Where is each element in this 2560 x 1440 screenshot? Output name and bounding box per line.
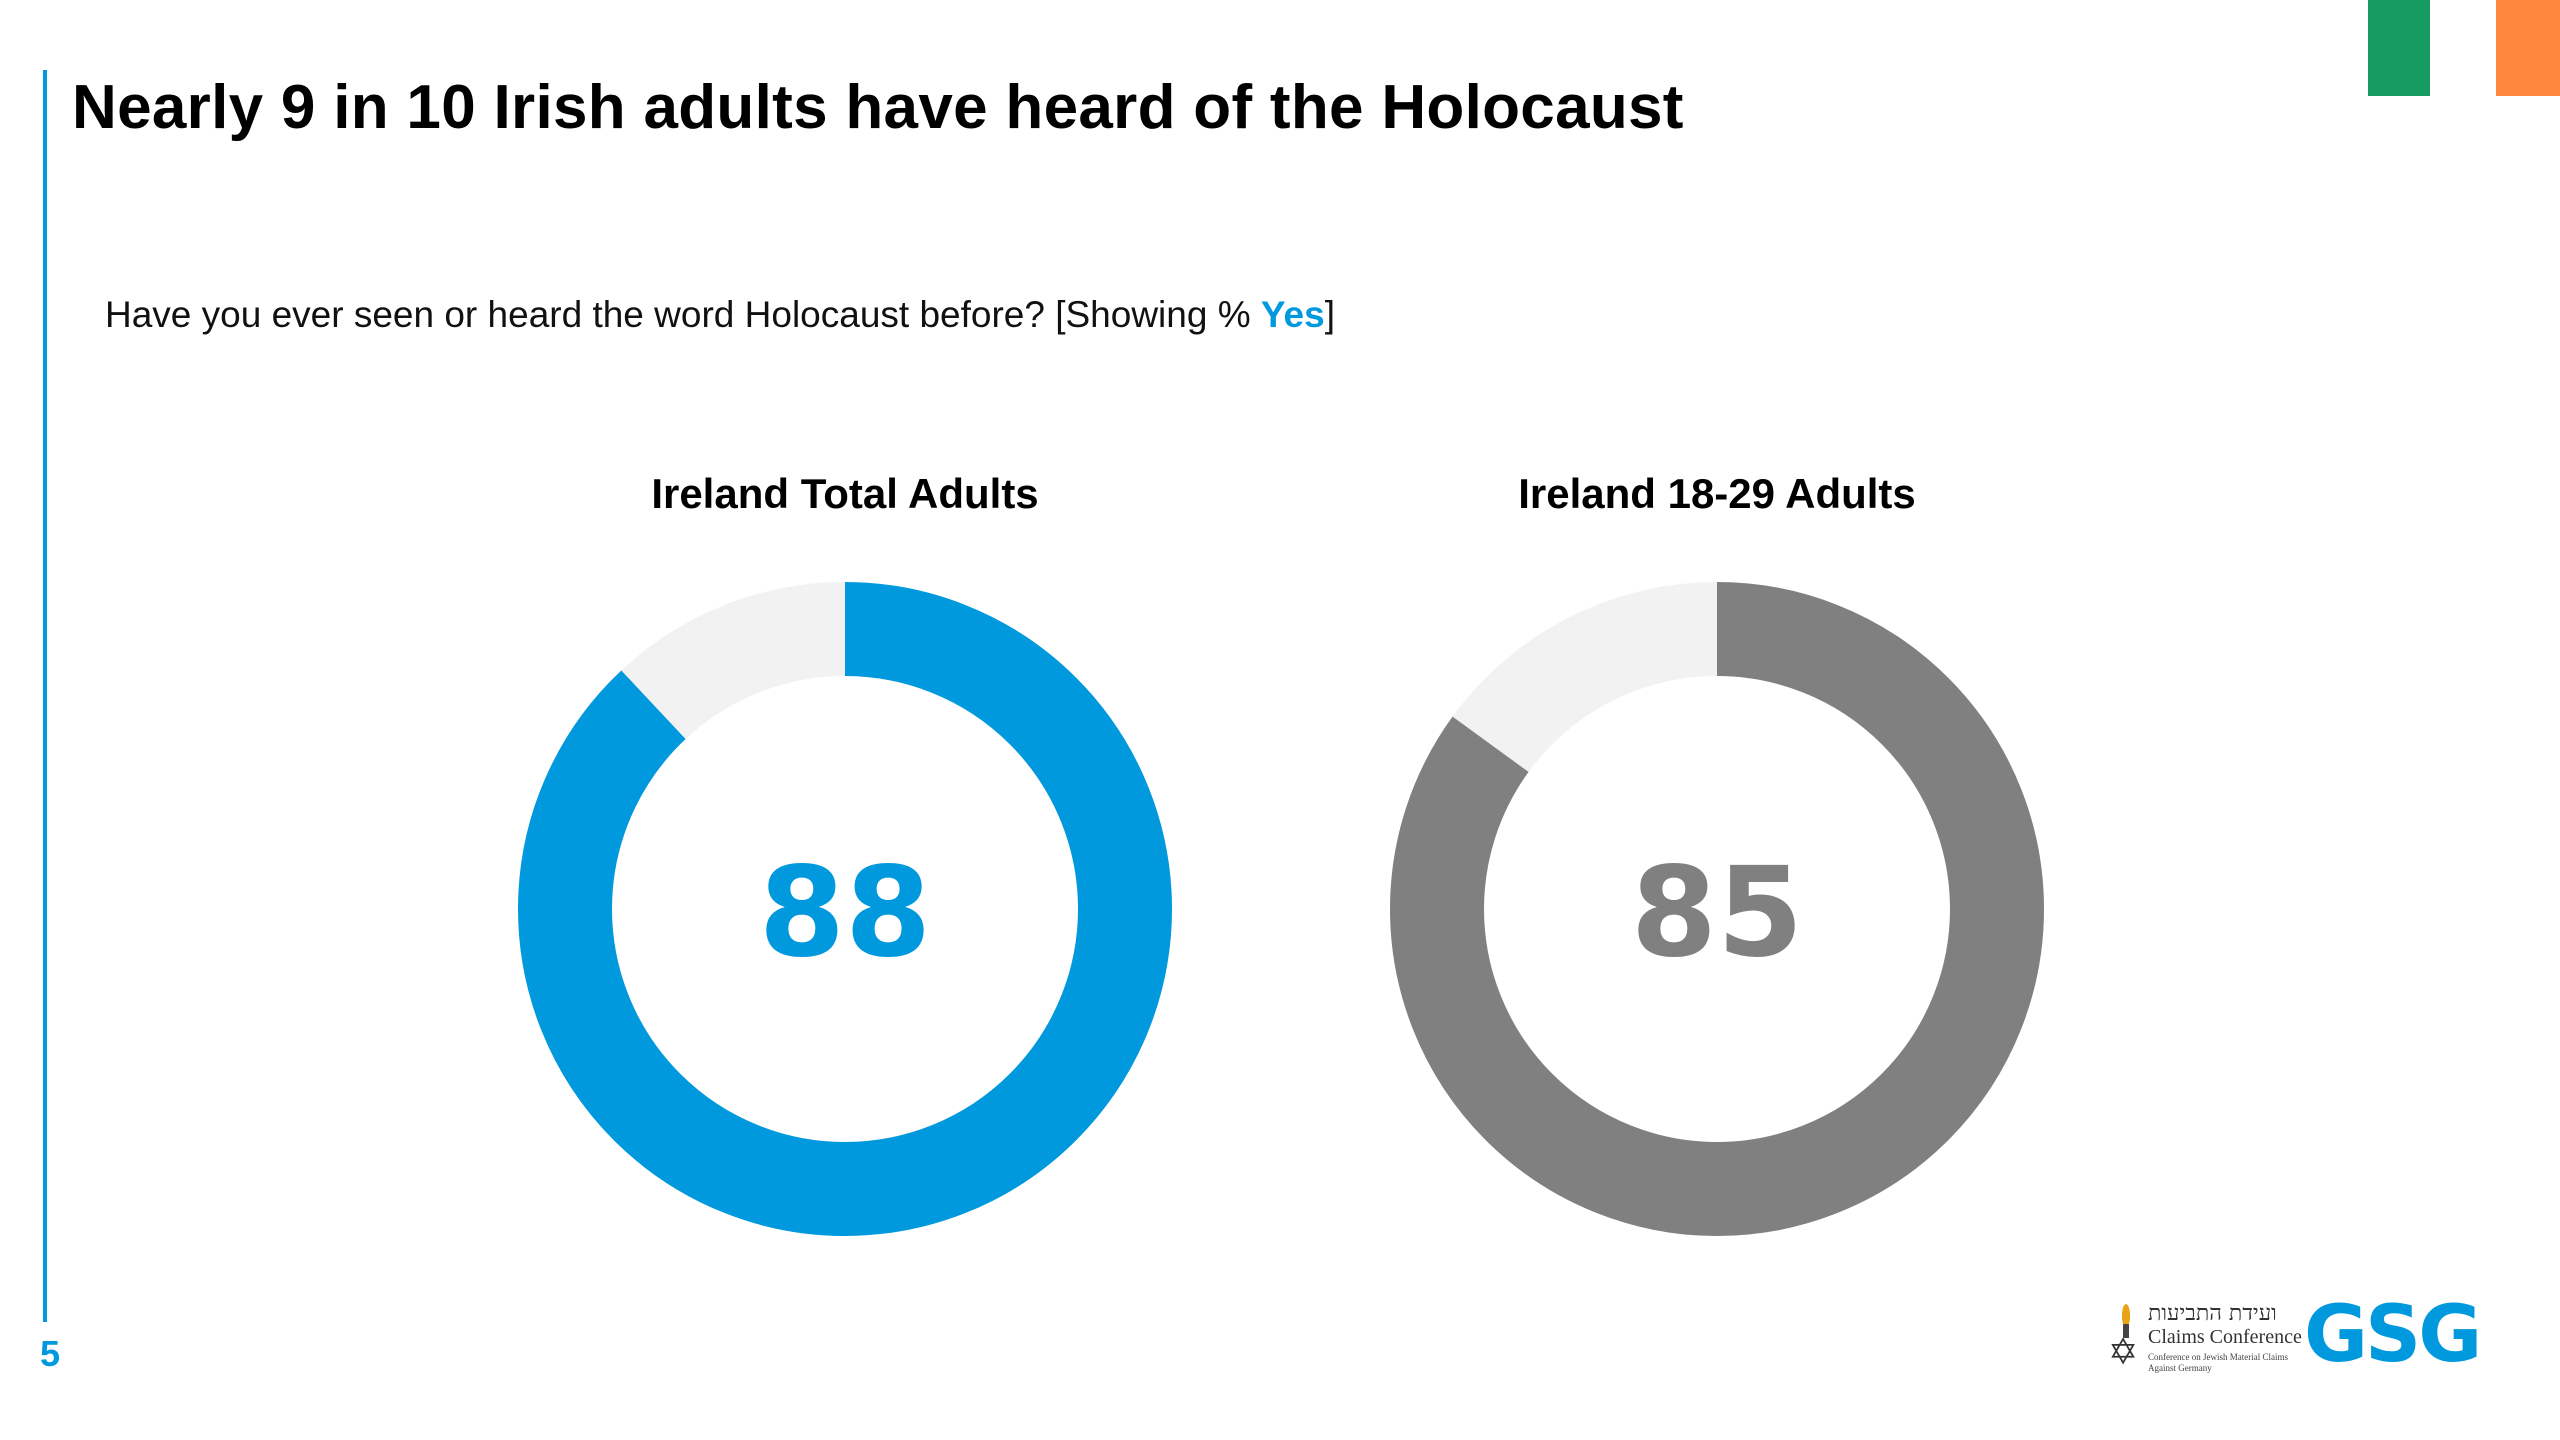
- chart-title-18-29-adults: Ireland 18-29 Adults: [1518, 470, 1916, 517]
- donut-chart-total-adults: 88: [518, 582, 1172, 1236]
- claims-conference-logo: ✡ ועידת התביעות Claims Conference Confer…: [2104, 1300, 2302, 1380]
- left-accent-rule: [43, 70, 47, 1322]
- claims-name-text: Claims Conference: [2148, 1326, 2302, 1348]
- donut-value-arc-18-29-adults: [1390, 582, 2044, 1236]
- chart-title-total-adults: Ireland Total Adults: [651, 470, 1039, 517]
- donut-center-value-total-adults: 88: [759, 841, 932, 985]
- donut-value-arc-total-adults: [518, 582, 1172, 1236]
- question-text: Have you ever seen or heard the word Hol…: [105, 294, 1261, 335]
- question-suffix: ]: [1324, 294, 1335, 335]
- candle-icon: [2122, 1304, 2130, 1326]
- flag-stripe-green: [2368, 0, 2430, 96]
- star-of-david-icon: ✡: [2108, 1331, 2139, 1372]
- page-title: Nearly 9 in 10 Irish adults have heard o…: [72, 73, 1684, 142]
- question-highlight: Yes: [1260, 294, 1325, 335]
- flag-stripe-orange: [2496, 0, 2560, 96]
- candle-stem: [2123, 1324, 2129, 1338]
- page-number: 5: [40, 1333, 61, 1374]
- survey-question: Have you ever seen or heard the word Hol…: [105, 294, 1335, 336]
- claims-subtitle-text: Conference on Jewish Material Claims Aga…: [2148, 1352, 2288, 1373]
- claims-hebrew-text: ועידת התביעות: [2148, 1301, 2277, 1326]
- donut-chart-18-29-adults: 85: [1390, 582, 2044, 1236]
- donut-center-value-18-29-adults: 85: [1631, 841, 1804, 985]
- gsg-logo: GSG: [2304, 1290, 2482, 1380]
